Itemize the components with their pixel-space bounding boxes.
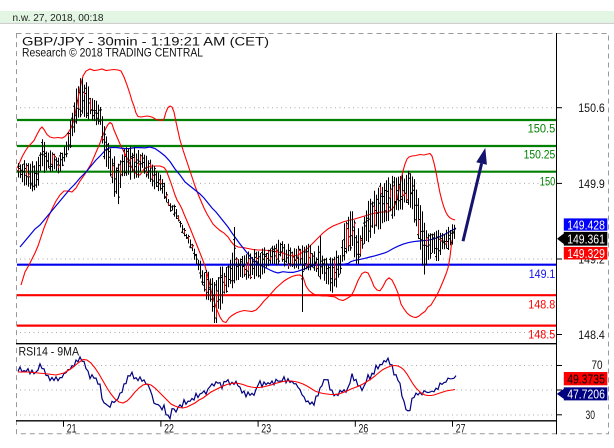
svg-text:27: 27: [456, 421, 466, 435]
svg-text:RSI14 - 9MA: RSI14 - 9MA: [19, 347, 80, 359]
svg-text:148.5: 148.5: [528, 328, 555, 342]
svg-text:70: 70: [592, 358, 603, 372]
svg-text:21: 21: [67, 421, 77, 435]
svg-text:26: 26: [359, 421, 369, 435]
svg-text:23: 23: [261, 421, 271, 435]
svg-text:Research © 2018 TRADING CENTRA: Research © 2018 TRADING CENTRAL: [22, 46, 203, 60]
svg-text:149.9: 149.9: [578, 177, 605, 191]
svg-text:30: 30: [586, 408, 596, 422]
svg-text:n.w. 27, 2018, 00:18: n.w. 27, 2018, 00:18: [13, 12, 104, 24]
svg-text:47.7206: 47.7206: [567, 387, 605, 402]
svg-text:148.8: 148.8: [528, 298, 555, 312]
svg-text:GBP/JPY - 30min - 1:19:21 AM (: GBP/JPY - 30min - 1:19:21 AM (CET): [22, 35, 269, 49]
svg-text:150.5: 150.5: [528, 122, 556, 136]
svg-text:150: 150: [540, 174, 556, 188]
svg-text:149.1: 149.1: [529, 267, 556, 281]
svg-text:150.25: 150.25: [524, 148, 556, 162]
svg-text:49.3735: 49.3735: [567, 371, 605, 386]
svg-text:150.6: 150.6: [578, 101, 605, 115]
svg-text:148.4: 148.4: [578, 328, 605, 342]
svg-text:149.361: 149.361: [567, 232, 605, 247]
svg-text:149.428: 149.428: [567, 217, 605, 232]
svg-text:149.329: 149.329: [567, 246, 605, 261]
svg-text:22: 22: [164, 421, 174, 435]
